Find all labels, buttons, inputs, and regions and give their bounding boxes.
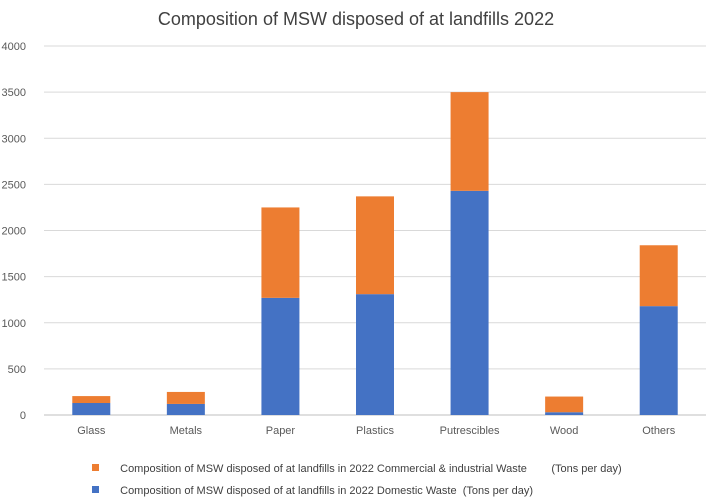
x-tick-label: Others: [642, 425, 676, 437]
legend-swatch-commercial: [92, 464, 100, 471]
legend-label-commercial: Composition of MSW disposed of at landfi…: [120, 463, 622, 475]
x-tick-label: Paper: [266, 425, 296, 437]
legend-label-domestic: Composition of MSW disposed of at landfi…: [120, 485, 534, 497]
y-tick-label: 4000: [2, 41, 26, 53]
legend-item-commercial: Composition of MSW disposed of at landfi…: [86, 451, 622, 475]
bar-domestic: [166, 403, 205, 415]
bar-commercial: [356, 196, 394, 295]
bar-commercial: [545, 396, 584, 413]
bar-commercial: [72, 396, 111, 404]
y-tick-label: 2500: [2, 179, 26, 191]
legend-swatch-domestic: [92, 486, 100, 493]
bar-domestic: [356, 294, 394, 415]
bar-domestic: [545, 412, 584, 415]
bar-domestic: [639, 306, 678, 415]
bar-commercial: [166, 391, 205, 404]
x-tick-label: Wood: [550, 425, 579, 437]
legend-item-domestic: Composition of MSW disposed of at landfi…: [86, 473, 533, 497]
x-tick-label: Plastics: [356, 425, 394, 437]
chart-title: Composition of MSW disposed of at landfi…: [157, 9, 555, 29]
bar-domestic: [72, 403, 111, 415]
y-tick-label: 500: [8, 364, 26, 376]
bar-domestic: [261, 297, 300, 415]
bar-domestic: [450, 190, 489, 415]
bar-commercial: [639, 245, 678, 307]
bar-commercial: [450, 92, 489, 191]
bar-commercial: [261, 207, 300, 298]
x-tick-label: Metals: [170, 425, 203, 437]
y-tick-label: 2000: [2, 226, 26, 238]
y-tick-label: 1000: [2, 318, 26, 330]
x-tick-label: Putrescibles: [440, 425, 500, 437]
y-tick-label: 1500: [2, 272, 26, 284]
y-tick-label: 0: [20, 410, 26, 422]
y-tick-label: 3000: [2, 133, 26, 145]
x-tick-label: Glass: [77, 425, 106, 437]
y-tick-label: 3500: [2, 87, 26, 99]
